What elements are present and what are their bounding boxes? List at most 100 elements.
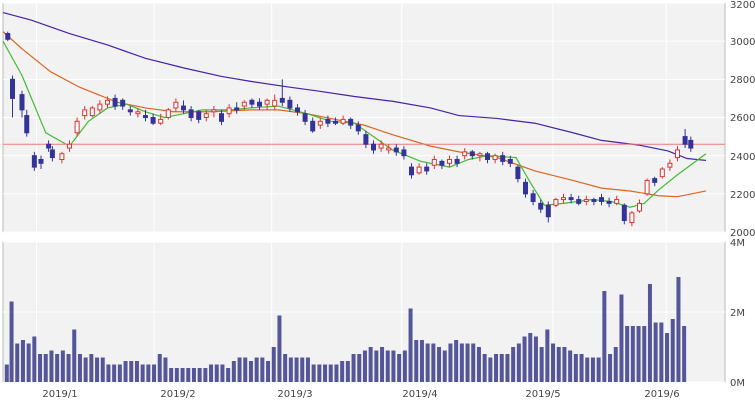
volume-bar	[545, 329, 550, 382]
candle-body	[393, 147, 399, 153]
candle	[348, 117, 354, 129]
volume-bar	[397, 354, 402, 382]
ma_long-line	[2, 11, 707, 162]
candle	[393, 144, 399, 156]
candle-body	[5, 33, 11, 40]
volume-tick-label: 2M	[730, 308, 745, 319]
volume-bar	[482, 354, 487, 382]
volume-bar	[26, 343, 31, 382]
volume-bar	[380, 347, 385, 382]
candle-body	[135, 111, 141, 115]
candle	[447, 155, 452, 168]
volume-bar	[300, 357, 305, 382]
price-tick-label: 2400	[730, 152, 755, 163]
volume-bar	[619, 294, 624, 382]
candle-body	[688, 139, 694, 149]
candle-body	[89, 107, 95, 117]
volume-bar	[659, 322, 664, 382]
volume-bar	[180, 368, 185, 382]
candle	[530, 190, 536, 206]
volume-bar	[414, 340, 419, 382]
volume-bar	[9, 301, 14, 382]
volume-bar	[43, 354, 48, 382]
candle	[196, 109, 202, 124]
candle-body	[38, 158, 44, 164]
candle	[515, 165, 521, 183]
volume-bar	[511, 347, 516, 382]
volume-bar	[454, 340, 459, 382]
candle-body	[462, 151, 468, 157]
candle	[257, 98, 262, 110]
volume-bar	[305, 357, 310, 382]
volume-bar	[630, 326, 635, 382]
volume-bar	[106, 364, 111, 382]
volume-bar	[568, 350, 573, 382]
price-grid	[3, 2, 725, 233]
x-tick-label: 2019/1	[42, 389, 77, 400]
candle-body	[477, 153, 483, 157]
volume-bar	[391, 350, 396, 382]
candle	[469, 149, 475, 160]
candle-body	[31, 155, 37, 168]
volume-bar	[459, 343, 464, 382]
volume-bar	[129, 361, 134, 382]
candle-body	[515, 166, 521, 180]
volume-bar	[328, 364, 333, 382]
candle	[19, 90, 25, 118]
candle	[378, 140, 384, 152]
candle-body	[629, 212, 635, 223]
candle-body	[24, 115, 30, 134]
candle	[606, 197, 612, 208]
candle	[188, 106, 194, 122]
volume-bar	[209, 364, 214, 382]
volume-bar	[323, 364, 328, 382]
candle-body	[188, 109, 194, 119]
volume-bar	[95, 357, 100, 382]
volume-bar	[385, 350, 390, 382]
volume-bar	[112, 364, 117, 382]
volume-bar	[465, 343, 470, 382]
candle-body	[675, 149, 680, 159]
candle-body	[591, 199, 597, 202]
volume-bar	[311, 364, 316, 382]
candle-body	[112, 97, 118, 107]
candle-body	[416, 166, 422, 174]
candle-body	[310, 120, 316, 132]
volume-bar	[408, 308, 413, 382]
candle-body	[500, 155, 506, 162]
candle-body	[424, 166, 430, 172]
volume-bar	[357, 354, 362, 382]
candle	[454, 155, 460, 168]
candle-body	[59, 153, 65, 160]
candle-body	[241, 101, 247, 107]
candle	[568, 193, 574, 204]
candle	[310, 117, 316, 133]
candle-body	[576, 199, 582, 204]
candle	[462, 148, 468, 160]
volume-bar	[214, 364, 219, 382]
candle	[583, 195, 589, 206]
candle	[226, 104, 232, 118]
candle-body	[10, 78, 15, 99]
candle	[675, 146, 680, 162]
candle	[485, 151, 490, 164]
volume-bar	[642, 326, 647, 382]
candle	[401, 146, 407, 160]
candle-body	[67, 143, 72, 149]
price-tick-label: 2800	[730, 75, 755, 86]
volume-bar	[522, 336, 527, 382]
candle-body	[264, 99, 270, 105]
candle	[416, 163, 422, 175]
volume-bar	[60, 350, 65, 382]
volume-bar	[585, 357, 590, 382]
volume-bar	[579, 354, 584, 382]
volume-bar	[294, 357, 299, 382]
candle	[621, 203, 627, 225]
candle-body	[287, 99, 293, 109]
date-x-axis: 2019/1 2019/2 2019/3 2019/4 2019/5 2019/…	[42, 389, 679, 400]
volume-bar	[191, 368, 196, 382]
volume-bar	[134, 361, 139, 382]
volume-bar	[516, 343, 521, 382]
candle	[325, 115, 331, 128]
candle-body	[355, 124, 361, 132]
